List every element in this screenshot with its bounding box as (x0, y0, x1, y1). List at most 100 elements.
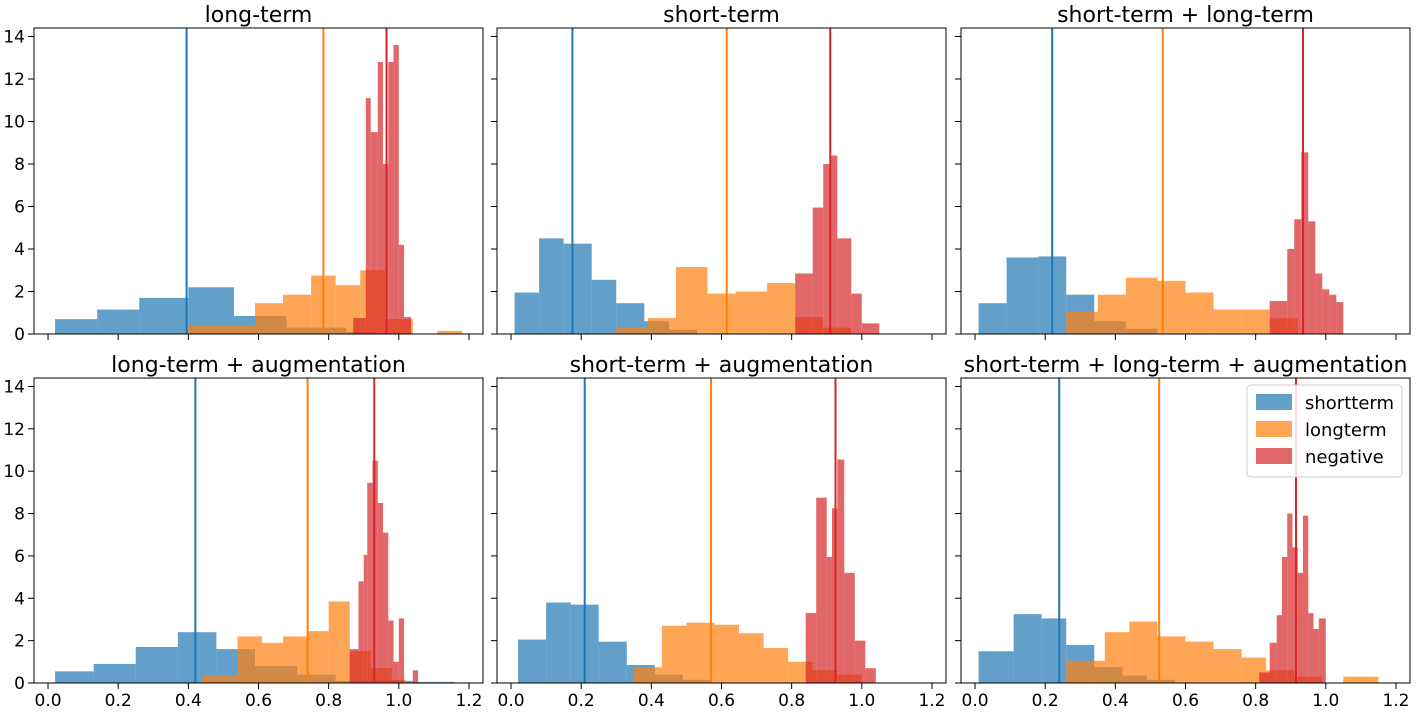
y-tick-label: 0 (14, 325, 25, 345)
shortterm-histogram-bar (97, 309, 140, 334)
longterm-histogram-bar (1157, 636, 1186, 683)
negative-histogram-bar (1315, 273, 1323, 334)
longterm-histogram-bar (675, 267, 708, 334)
shortterm-histogram-bar (563, 243, 592, 334)
negative-histogram-bar (377, 502, 384, 683)
y-tick-label: 6 (14, 198, 25, 218)
x-tick-label: 0.6 (1172, 691, 1199, 711)
shortterm-histogram-bar (539, 238, 564, 335)
x-tick-label: 0.4 (638, 691, 665, 711)
longterm-histogram-bar (1343, 676, 1379, 683)
negative-histogram-bar (1276, 615, 1282, 683)
negative-histogram-bar (398, 244, 405, 334)
negative-histogram-bar (837, 459, 845, 683)
negative-histogram-bar (1318, 618, 1326, 683)
longterm-histogram-bar (1125, 277, 1158, 334)
shortterm-histogram-bar (1041, 618, 1067, 683)
x-tick-label: 0.4 (175, 691, 202, 711)
shortterm-histogram-bar (139, 297, 189, 335)
negative-histogram-bar (393, 45, 399, 334)
negative-histogram-bar (826, 556, 832, 683)
x-tick-label: 0.0 (962, 691, 989, 711)
x-tick-label: 0.0 (35, 691, 62, 711)
subplot-title: short-term + augmentation (570, 353, 874, 378)
series-negative (349, 378, 419, 683)
negative-histogram-bar (363, 554, 368, 683)
y-tick-label: 4 (14, 589, 25, 609)
longterm-histogram-bar (1213, 649, 1242, 683)
subplot-1: long-term 0 2 4 6 8 10 12 14 (3, 3, 484, 345)
longterm-histogram-bar (283, 294, 312, 334)
subplot-title: long-term + augmentation (111, 353, 406, 378)
y-tick-label: 14 (3, 28, 25, 48)
negative-histogram-bar (795, 273, 813, 334)
y-tick-label: 10 (3, 113, 25, 133)
x-tick-label: 0.6 (708, 691, 735, 711)
shortterm-histogram-bar (93, 663, 136, 683)
negative-histogram-bar (1322, 289, 1330, 335)
series-longterm (1066, 28, 1298, 335)
longterm-histogram-bar (307, 631, 329, 683)
y-tick-label: 6 (14, 547, 25, 567)
series-negative (353, 28, 412, 335)
negative-histogram-bar (1308, 613, 1314, 683)
negative-histogram-bar (837, 238, 852, 335)
longterm-histogram-bar (1097, 294, 1126, 334)
legend-label-shortterm: shortterm (1305, 393, 1394, 414)
negative-histogram-bar (349, 649, 359, 683)
negative-histogram-bar (1287, 249, 1295, 334)
negative-histogram-bar (353, 318, 366, 334)
x-tick-label: 0.2 (1032, 691, 1059, 711)
negative-histogram-bar (830, 155, 838, 334)
x-tick-label: 1.0 (385, 691, 412, 711)
x-tick-label: 1.0 (1312, 691, 1339, 711)
longterm-histogram-bar (1129, 621, 1158, 683)
negative-histogram-bar (1329, 294, 1337, 334)
shortterm-histogram-bar (978, 303, 1007, 334)
x-tick-label: 1.2 (918, 691, 945, 711)
longterm-histogram-bar (202, 675, 238, 683)
longterm-histogram-bar (735, 291, 768, 334)
longterm-histogram-bar (1213, 309, 1242, 334)
negative-histogram-bar (388, 620, 394, 683)
y-tick-label: 4 (14, 240, 25, 260)
negative-histogram-bar (812, 207, 824, 334)
longterm-histogram-bar (1066, 660, 1105, 683)
x-tick-label: 0.8 (778, 691, 805, 711)
longterm-histogram-bar (1104, 632, 1130, 683)
negative-histogram-bar (393, 661, 399, 683)
x-tick-label: 0.4 (1102, 691, 1129, 711)
longterm-histogram-bar (661, 625, 687, 683)
x-tick-label: 1.2 (455, 691, 482, 711)
subplot-title: short-term + long-term (1057, 3, 1314, 28)
subplot-4: long-term + augmentation 0.0 0.2 0.4 0.6 0.8 1… (3, 353, 484, 711)
negative-histogram-bar (358, 581, 364, 683)
longterm-histogram-bar (254, 303, 284, 334)
x-tick-label: 0.0 (498, 691, 525, 711)
negative-histogram-bar (1336, 302, 1344, 335)
longterm-histogram-bar (714, 624, 740, 683)
subplot-title: short-term + long-term + augmentation (964, 353, 1408, 378)
longterm-histogram-bar (767, 283, 796, 334)
shortterm-histogram-bar (55, 319, 98, 335)
longterm-histogram-bar (647, 318, 676, 334)
shortterm-histogram-bar (1006, 257, 1039, 334)
x-tick-label: 0.2 (105, 691, 132, 711)
shortterm-histogram-bar (177, 632, 217, 683)
longterm-histogram-bar (437, 330, 462, 334)
longterm-histogram-bar (237, 636, 262, 683)
negative-histogram-bar (816, 497, 827, 683)
y-tick-label: 12 (3, 70, 25, 90)
subplot-title: long-term (205, 3, 313, 28)
y-tick-label: 14 (3, 377, 25, 397)
y-tick-label: 2 (14, 632, 25, 652)
negative-histogram-bar (1301, 152, 1309, 334)
longterm-histogram-bar (1241, 309, 1270, 334)
y-tick-label: 8 (14, 505, 25, 525)
legend-label-negative: negative (1305, 447, 1384, 468)
x-tick-label: 0.6 (245, 691, 272, 711)
y-tick-label: 0 (14, 674, 25, 694)
negative-histogram-bar (365, 98, 371, 334)
y-tick-label: 2 (14, 283, 25, 303)
